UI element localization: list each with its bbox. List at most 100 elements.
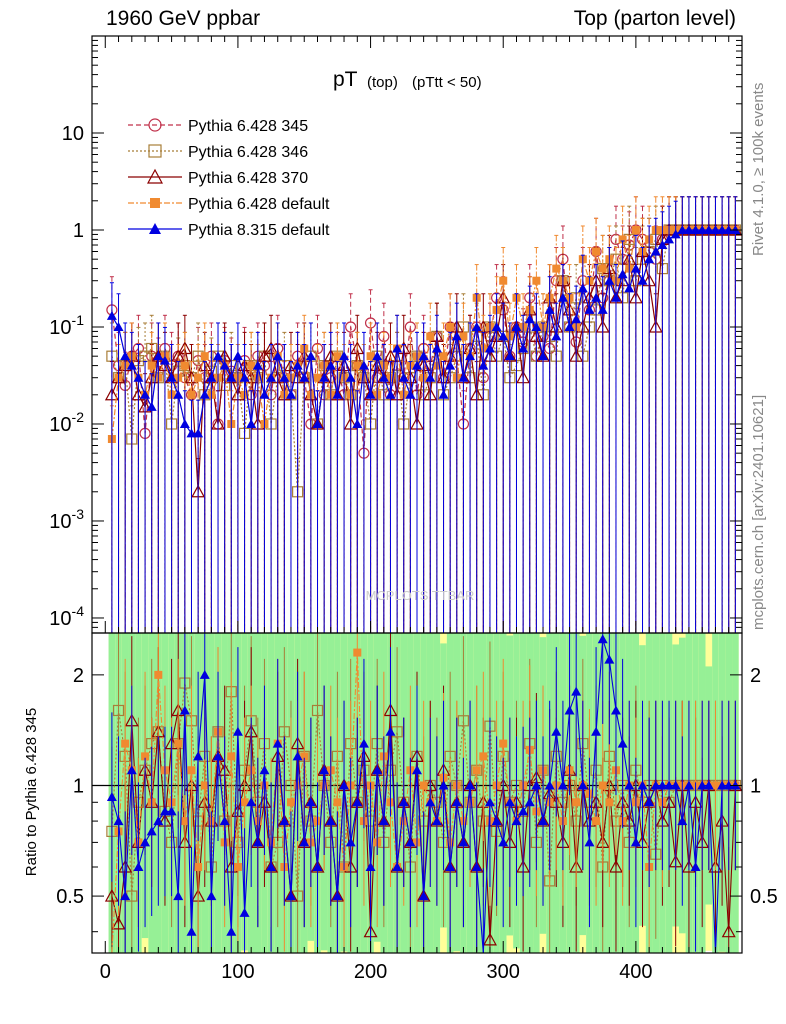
ratio-point (173, 891, 184, 901)
ratio-point (141, 752, 150, 761)
ratio-point (711, 781, 720, 790)
data-point (166, 372, 177, 382)
ratio-point (605, 798, 614, 807)
data-point (438, 389, 449, 399)
data-point (670, 229, 681, 239)
ratio-point (187, 766, 196, 775)
ratio-point (577, 780, 588, 790)
ratio-point (286, 798, 295, 807)
data-point (471, 321, 482, 331)
axes: 10 1 10-1 10-2 10-3 10-4 0 100 200 300 400 0.5 0.5 1 1… (49, 35, 778, 983)
data-point (425, 372, 436, 382)
data-point (710, 224, 721, 234)
title-main: pT (333, 68, 358, 91)
header-right: Top (parton level) (573, 7, 736, 30)
data-point (146, 401, 157, 411)
ratio-point (471, 861, 482, 871)
data-point (332, 389, 343, 399)
ratio-point (484, 797, 495, 807)
ratio-ytick-label-right: 1 (750, 775, 761, 797)
ratio-point (146, 826, 157, 836)
xtick-label: 0 (100, 961, 111, 983)
ratio-point (644, 797, 655, 807)
data-point (703, 224, 714, 234)
ratio-point (311, 704, 324, 717)
ratio-point (425, 797, 436, 807)
data-point (345, 372, 356, 382)
ratio-point (333, 798, 342, 807)
data-point (637, 275, 648, 285)
title-cut: (pTtt < 50) (412, 74, 482, 91)
data-point (445, 360, 456, 370)
ratio-point (372, 765, 383, 775)
ratio-point (697, 780, 708, 790)
ratio-point (551, 726, 562, 736)
data-point (491, 321, 502, 331)
data-point (577, 283, 588, 293)
data-point (378, 372, 389, 382)
data-point (499, 276, 508, 285)
data-point (459, 332, 468, 341)
main-ytick-label: 10-1 (49, 312, 84, 339)
ratio-point (259, 765, 270, 775)
main-ytick-label: 10-3 (49, 506, 84, 533)
ratio-point (186, 926, 197, 936)
ratio-point (524, 797, 535, 807)
data-point (159, 355, 170, 365)
data-point (353, 361, 362, 370)
data-point (147, 361, 156, 370)
ratio-point (120, 891, 131, 901)
data-point (194, 373, 203, 382)
data-point (571, 314, 582, 324)
data-point (246, 418, 257, 428)
data-point (120, 351, 131, 361)
data-point (597, 304, 608, 314)
ratio-point (233, 862, 242, 871)
ratio-point (252, 837, 263, 847)
data-point (266, 372, 277, 382)
ratio-point (200, 781, 209, 790)
ratio-point (398, 797, 409, 807)
data-point (126, 360, 137, 370)
ratio-point (637, 780, 648, 790)
legend-marker (146, 168, 164, 184)
ratio-point (723, 780, 734, 790)
data-point (352, 418, 363, 428)
data-point (683, 224, 694, 234)
ratio-point (538, 816, 549, 826)
data-point (617, 269, 628, 279)
xtick-label: 200 (354, 961, 387, 983)
data-point (213, 351, 224, 361)
data-point (305, 351, 316, 361)
ratio-ytick-label: 0.5 (56, 886, 84, 908)
data-point (200, 352, 209, 361)
ratio-point (499, 739, 508, 748)
data-point (186, 428, 197, 438)
ratio-point (194, 862, 203, 871)
data-point (252, 360, 263, 370)
ratio-point (106, 792, 117, 802)
ratio-ylabel: Ratio to Pythia 6.428 345 (23, 708, 40, 876)
ratio-point (285, 891, 296, 901)
main-ytick-label-exponent: -4 (72, 603, 85, 619)
ratio-point (472, 766, 481, 775)
ratio-point (126, 765, 137, 775)
ratio-point (153, 816, 164, 826)
ratio-point (292, 751, 303, 761)
ratio-point (657, 780, 668, 790)
ratio-point (412, 765, 422, 775)
ratio-point (279, 816, 290, 826)
ratio-point (112, 704, 125, 717)
data-point (498, 331, 509, 341)
watermark: MCPLOTS TTBAR (366, 588, 475, 603)
data-point (439, 352, 448, 361)
ratio-series-pythia-8-315-default (106, 633, 741, 954)
data-point (106, 310, 117, 320)
data-point (372, 351, 383, 361)
data-point (631, 225, 640, 234)
data-point (140, 389, 151, 399)
data-point (358, 360, 369, 370)
data-point (610, 292, 621, 302)
plot-title: pT (top) (pTtt < 50) (333, 68, 482, 91)
